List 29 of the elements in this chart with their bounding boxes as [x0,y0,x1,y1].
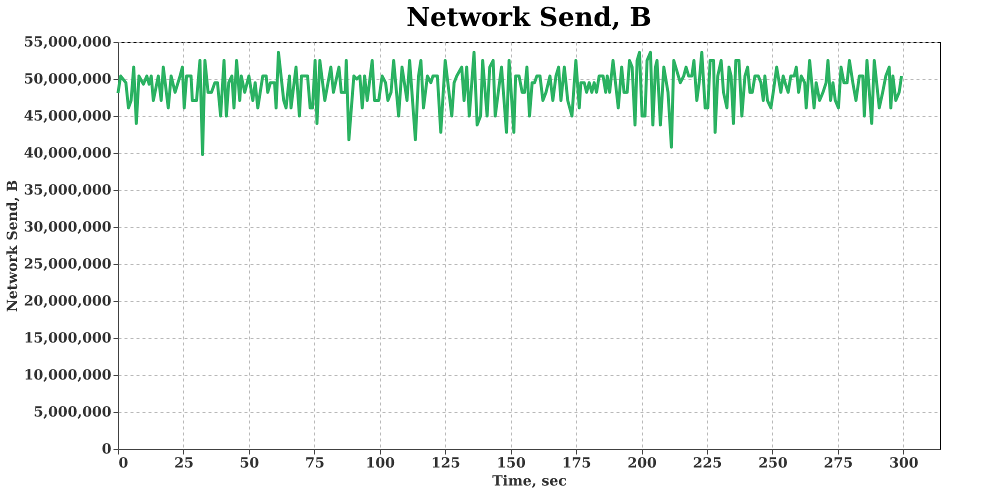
y-tick-label: 0 [102,442,112,458]
x-tick-label: 100 [366,456,396,472]
x-tick-label: 175 [562,456,592,472]
y-tick-label: 25,000,000 [24,256,112,272]
x-tick-label: 250 [758,456,788,472]
y-tick-label: 40,000,000 [24,146,112,162]
x-tick-label: 225 [692,456,722,472]
y-tick-label: 10,000,000 [24,368,112,384]
x-tick-label: 300 [889,456,919,472]
y-tick-label: 50,000,000 [24,72,112,88]
x-tick-label: 25 [174,456,194,472]
x-tick-label: 200 [627,456,657,472]
x-tick-label: 125 [431,456,460,472]
y-tick-label: 5,000,000 [34,404,112,420]
y-tick-label: 35,000,000 [24,182,112,198]
y-tick-label: 30,000,000 [24,220,112,236]
x-tick-label: 150 [496,456,526,472]
x-tick-label: 275 [824,456,854,472]
chart-title: Network Send, B [406,3,652,33]
x-axis-title: Time, sec [492,474,567,490]
x-tick-label: 75 [305,456,325,472]
y-tick-label: 55,000,000 [24,34,112,50]
y-axis-title: Network Send, B [4,180,21,312]
x-tick-label: 0 [118,456,128,472]
y-tick-label: 45,000,000 [24,108,112,124]
line-series [116,50,904,156]
y-tick-label: 20,000,000 [24,294,112,310]
x-tick-label: 50 [240,456,260,472]
y-tick-label: 15,000,000 [24,330,112,346]
